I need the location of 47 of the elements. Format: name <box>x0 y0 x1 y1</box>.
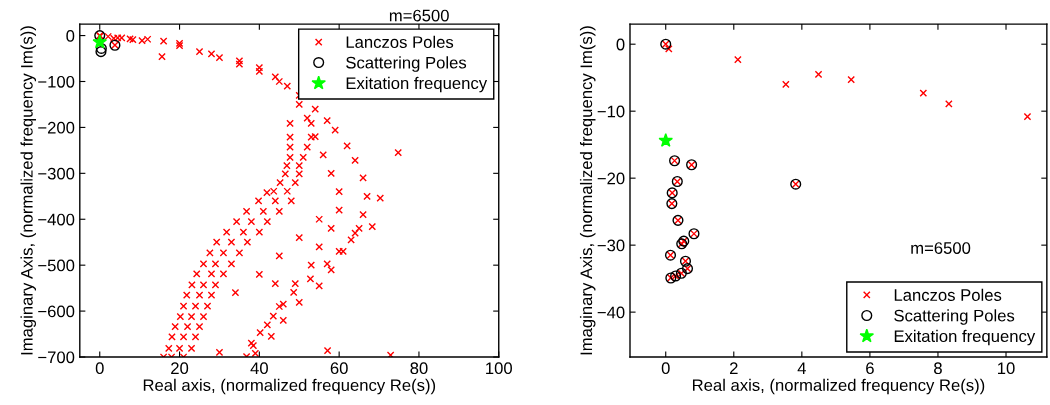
point <box>847 75 856 84</box>
x-tick-label: 60 <box>330 362 348 375</box>
y-tick-label: −600 <box>38 305 75 318</box>
y-axis-title: Imaginary Axis, (normalized frequency Im(s)) <box>579 26 596 355</box>
y-tick-label: −100 <box>38 75 75 88</box>
y-tick-label: −10 <box>597 105 625 118</box>
x-tick-label: 100 <box>486 362 512 375</box>
x-tick-label: 6 <box>866 362 874 375</box>
legend-label: Lanczos Poles <box>346 35 454 49</box>
legend-label: Scattering Poles <box>894 309 1015 325</box>
point <box>95 46 107 58</box>
legend-label: Scattering Poles <box>346 56 467 72</box>
legend-label: Lanczos Poles <box>894 288 1002 301</box>
y-tick-label: −20 <box>597 172 625 185</box>
x-tick-label: 0 <box>661 362 670 375</box>
point <box>814 70 823 79</box>
y-tick-label: 0 <box>66 29 75 42</box>
text: m=6500 <box>911 242 971 254</box>
y-tick-label: 0 <box>616 38 625 51</box>
x-tick-label: 2 <box>729 362 738 374</box>
x-tick-label: 80 <box>410 362 428 375</box>
y-tick-label: −700 <box>38 351 75 364</box>
x-tick-label: 20 <box>171 362 189 375</box>
x-tick-label: 4 <box>797 362 806 374</box>
point <box>92 34 108 49</box>
x-axis-title: Real axis, (normalized frequency Re(s)) <box>143 378 436 395</box>
point <box>95 42 107 54</box>
point <box>1023 112 1032 121</box>
x-tick-label: 8 <box>934 362 942 375</box>
x-tick-label: 10 <box>998 362 1015 375</box>
legend-label: Exitation frequency <box>894 329 1036 346</box>
y-tick-label: −200 <box>38 121 75 134</box>
x-tick-label: 0 <box>95 362 104 375</box>
chart-title: m=6500 <box>389 9 449 22</box>
y-tick-label: −400 <box>38 213 75 226</box>
legend-label: Exitation frequency <box>346 76 488 93</box>
x-axis-title: Real axis, (normalized frequency Re(s)) <box>692 378 985 395</box>
x-tick-label: 40 <box>250 362 268 375</box>
y-axis-title: Imaginary Axis, (normalized frequency Im(s)) <box>20 26 37 355</box>
y-tick-label: −40 <box>597 306 625 319</box>
point <box>658 133 674 147</box>
point <box>945 99 953 108</box>
y-tick-label: −30 <box>597 239 625 252</box>
point <box>782 80 790 89</box>
y-tick-label: −500 <box>38 259 75 272</box>
point <box>919 89 928 97</box>
y-tick-label: −300 <box>38 167 75 180</box>
